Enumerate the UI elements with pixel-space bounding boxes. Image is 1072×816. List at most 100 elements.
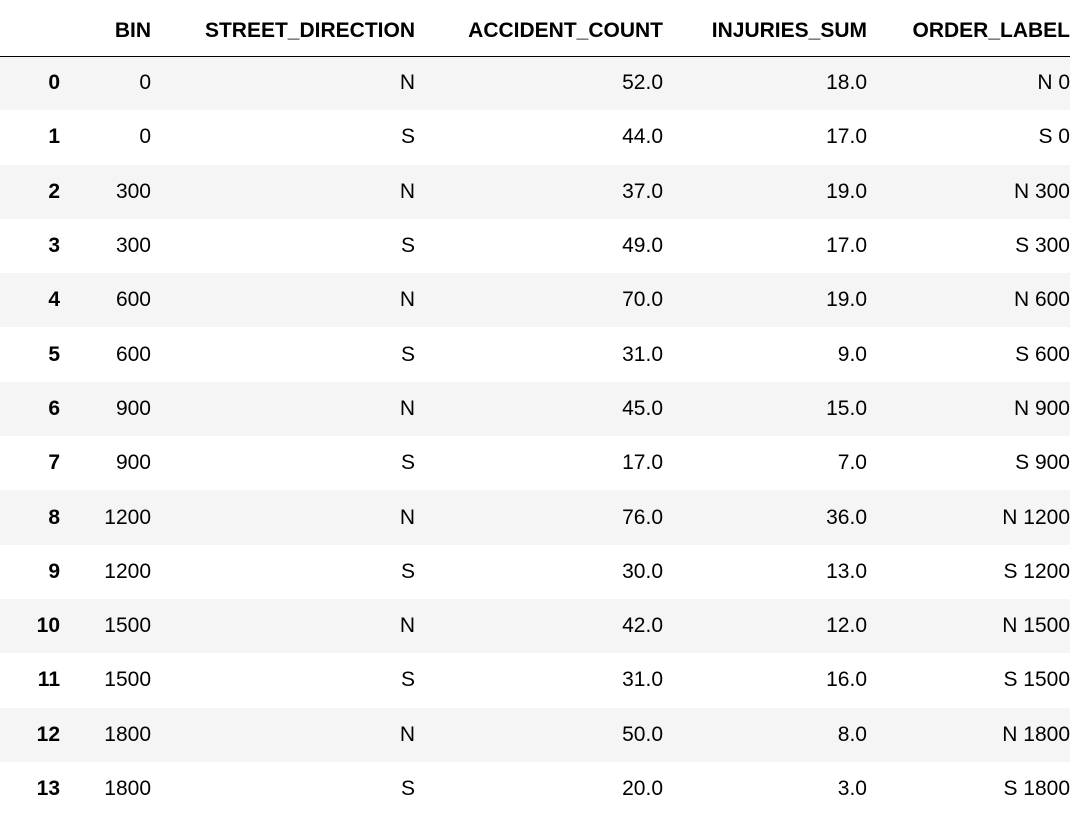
- cell-order-label: N 600: [1013, 288, 1070, 312]
- cell-order-label: N 900: [1013, 396, 1070, 420]
- cell-order-label: S 0: [1038, 125, 1070, 149]
- cell-accident-count: 44.0: [622, 125, 663, 149]
- cell-order-label: S 1500: [1003, 668, 1070, 692]
- cell-bin: 300: [115, 234, 151, 258]
- cell-street-direction: S: [400, 668, 415, 692]
- table-header-row: BIN STREET_DIRECTION ACCIDENT_COUNT INJU…: [0, 6, 1070, 56]
- cell-accident-count: 17.0: [622, 451, 663, 475]
- table-row: 11 1500 S 31.0 16.0 S 1500: [0, 653, 1070, 708]
- cell-injuries-sum: 7.0: [837, 451, 867, 475]
- column-header-injuries-sum: INJURIES_SUM: [711, 18, 867, 42]
- cell-bin: 1200: [104, 505, 151, 529]
- table-row: 7 900 S 17.0 7.0 S 900: [0, 436, 1070, 491]
- cell-bin: 1800: [104, 777, 151, 800]
- cell-injuries-sum: 18.0: [826, 71, 867, 95]
- cell-injuries-sum: 17.0: [826, 234, 867, 258]
- table-row: 8 1200 N 76.0 36.0 N 1200: [0, 490, 1070, 545]
- cell-order-label: N 1200: [1002, 505, 1070, 529]
- cell-accident-count: 42.0: [622, 614, 663, 638]
- cell-bin: 1800: [104, 722, 151, 746]
- cell-street-direction: S: [400, 125, 415, 149]
- cell-street-direction: S: [400, 234, 415, 258]
- cell-accident-count: 49.0: [622, 234, 663, 258]
- dataframe-table: BIN STREET_DIRECTION ACCIDENT_COUNT INJU…: [0, 6, 1070, 816]
- cell-bin: 1200: [104, 559, 151, 583]
- column-header-accident-count: ACCIDENT_COUNT: [468, 18, 663, 42]
- cell-order-label: S 300: [1015, 234, 1070, 258]
- cell-bin: 1500: [104, 614, 151, 638]
- cell-accident-count: 20.0: [622, 777, 663, 800]
- cell-bin: 300: [115, 179, 151, 203]
- cell-injuries-sum: 16.0: [826, 668, 867, 692]
- column-header-street-direction: STREET_DIRECTION: [204, 18, 415, 42]
- cell-injuries-sum: 19.0: [826, 179, 867, 203]
- cell-street-direction: N: [399, 396, 415, 420]
- cell-injuries-sum: 9.0: [837, 342, 867, 366]
- cell-order-label: S 600: [1015, 342, 1070, 366]
- column-header-bin: BIN: [114, 18, 151, 42]
- cell-order-label: N 0: [1037, 71, 1070, 95]
- cell-accident-count: 31.0: [622, 668, 663, 692]
- table-row: 13 1800 S 20.0 3.0 S 1800: [0, 761, 1070, 816]
- index-header: [0, 6, 60, 56]
- cell-accident-count: 70.0: [622, 288, 663, 312]
- table-row: 4 600 N 70.0 19.0 N 600: [0, 273, 1070, 328]
- cell-order-label: S 900: [1015, 451, 1070, 475]
- row-index: 5: [48, 342, 60, 366]
- cell-street-direction: S: [400, 559, 415, 583]
- row-index: 11: [37, 668, 60, 692]
- cell-bin: 600: [115, 342, 151, 366]
- cell-order-label: S 1200: [1003, 559, 1070, 583]
- cell-accident-count: 50.0: [622, 722, 663, 746]
- cell-injuries-sum: 8.0: [837, 722, 867, 746]
- table-row: 6 900 N 45.0 15.0 N 900: [0, 381, 1070, 437]
- table-row: 10 1500 N 42.0 12.0 N 1500: [0, 598, 1070, 654]
- cell-order-label: N 1500: [1002, 614, 1070, 638]
- row-index: 12: [36, 722, 60, 746]
- table-row: 2 300 N 37.0 19.0 N 300: [0, 164, 1070, 219]
- row-index: 1: [48, 125, 60, 149]
- row-index: 13: [36, 777, 60, 800]
- cell-order-label: N 1800: [1002, 722, 1070, 746]
- table-row: 0 0 N 52.0 18.0 N 0: [0, 56, 1070, 111]
- table-row: 3 300 S 49.0 17.0 S 300: [0, 218, 1070, 274]
- cell-injuries-sum: 3.0: [837, 777, 867, 800]
- row-index: 6: [48, 396, 60, 420]
- row-index: 3: [48, 234, 60, 258]
- cell-injuries-sum: 19.0: [826, 288, 867, 312]
- cell-bin: 0: [139, 125, 151, 149]
- cell-bin: 900: [115, 451, 151, 475]
- column-header-order-label: ORDER_LABEL: [912, 18, 1070, 42]
- cell-order-label: S 1800: [1003, 777, 1070, 800]
- cell-injuries-sum: 15.0: [826, 396, 867, 420]
- row-index: 2: [48, 179, 60, 203]
- cell-accident-count: 76.0: [622, 505, 663, 529]
- cell-injuries-sum: 13.0: [826, 559, 867, 583]
- row-index: 4: [48, 288, 60, 312]
- cell-street-direction: S: [400, 777, 415, 800]
- row-index: 0: [48, 71, 60, 95]
- cell-street-direction: S: [400, 342, 415, 366]
- dataframe-output: BIN STREET_DIRECTION ACCIDENT_COUNT INJU…: [0, 18, 1070, 800]
- cell-accident-count: 30.0: [622, 559, 663, 583]
- table-row: 12 1800 N 50.0 8.0 N 1800: [0, 707, 1070, 762]
- cell-injuries-sum: 12.0: [826, 614, 867, 638]
- table-body: 0 0 N 52.0 18.0 N 0 1 0 S 44.0 17.0 S 0 2 300 N 37.0 19.…: [0, 56, 1070, 816]
- cell-accident-count: 37.0: [622, 179, 663, 203]
- row-index: 8: [48, 505, 60, 529]
- cell-injuries-sum: 36.0: [826, 505, 867, 529]
- cell-street-direction: N: [399, 71, 415, 95]
- table-row: 5 600 S 31.0 9.0 S 600: [0, 327, 1070, 382]
- table-row: 9 1200 S 30.0 13.0 S 1200: [0, 544, 1070, 599]
- cell-injuries-sum: 17.0: [826, 125, 867, 149]
- cell-bin: 0: [139, 71, 151, 95]
- cell-street-direction: N: [399, 614, 415, 638]
- cell-order-label: N 300: [1013, 179, 1070, 203]
- cell-street-direction: N: [399, 179, 415, 203]
- cell-bin: 600: [115, 288, 151, 312]
- cell-accident-count: 45.0: [622, 396, 663, 420]
- cell-accident-count: 31.0: [622, 342, 663, 366]
- cell-bin: 900: [115, 396, 151, 420]
- row-index: 9: [48, 559, 60, 583]
- cell-bin: 1500: [104, 668, 151, 692]
